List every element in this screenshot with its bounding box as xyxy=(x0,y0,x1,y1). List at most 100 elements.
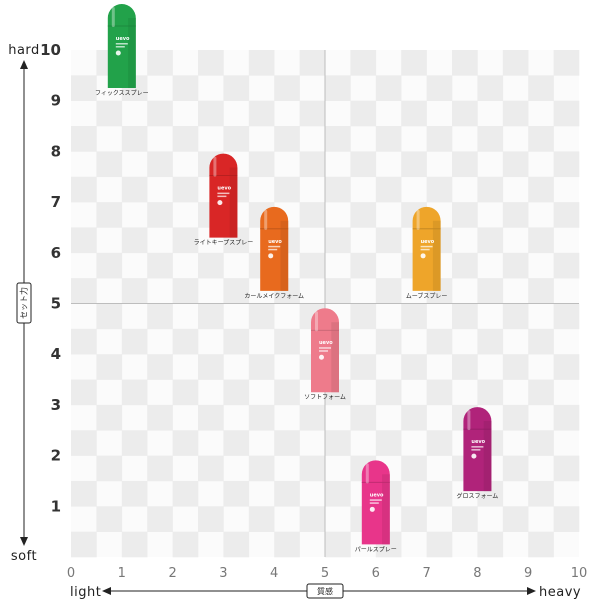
checker-cell xyxy=(147,404,173,431)
checker-cell xyxy=(96,202,123,228)
checker-cell xyxy=(274,75,300,101)
bottle-text-line xyxy=(115,43,128,45)
checker-cell xyxy=(223,278,250,304)
checker-cell xyxy=(502,506,529,532)
checker-cell xyxy=(375,379,402,406)
checker-cell xyxy=(477,75,504,101)
x-tick-label: 3 xyxy=(219,566,227,581)
checker-cell xyxy=(452,303,478,330)
checker-cell xyxy=(325,430,351,456)
checker-cell xyxy=(121,227,148,254)
checker-cell xyxy=(553,100,580,127)
checker-cell xyxy=(248,303,275,330)
checker-cell xyxy=(172,379,199,406)
checker-cell xyxy=(375,227,402,254)
checker-cell xyxy=(223,379,250,406)
checker-cell xyxy=(375,126,402,152)
checker-cell xyxy=(172,430,199,456)
product-label: ムーブスプレー xyxy=(406,292,448,300)
checker-cell xyxy=(274,531,300,558)
checker-cell xyxy=(147,50,173,76)
bottle-highlight xyxy=(365,463,369,484)
product-label: ソフトフォーム xyxy=(304,394,346,401)
checker-cell xyxy=(121,379,148,406)
checker-cell xyxy=(96,303,123,330)
checker-cell xyxy=(350,100,377,127)
bottle-text-line xyxy=(369,499,382,501)
checker-cell xyxy=(147,506,173,532)
checker-cell xyxy=(553,252,580,279)
bottle-text-line xyxy=(115,46,125,48)
x-tick-label: 1 xyxy=(118,566,126,581)
checker-cell xyxy=(223,480,250,507)
bottle-text-line xyxy=(268,248,278,251)
checker-cell xyxy=(553,303,580,330)
checker-cell xyxy=(528,227,554,254)
checker-cell xyxy=(502,151,529,178)
checker-cell xyxy=(274,328,300,355)
checker-cell xyxy=(528,126,554,152)
checker-cell xyxy=(452,252,478,279)
checker-cell xyxy=(426,430,453,456)
checker-cell xyxy=(502,354,529,380)
checker-cell xyxy=(147,455,173,482)
checker-cell xyxy=(198,455,224,482)
y-tick-label: 9 xyxy=(51,92,61,110)
y-axis-arrow-up-head xyxy=(20,60,28,69)
y-tick-label: 5 xyxy=(51,295,61,313)
checker-cell xyxy=(248,404,275,431)
checker-cell xyxy=(172,227,199,254)
checker-cell xyxy=(274,176,300,203)
checker-cell xyxy=(121,328,148,355)
product-points: uevo フィックススプレー uevo ライトキープスプレー uevo カールメイクフォー… xyxy=(95,4,498,553)
bottle-logo-icon xyxy=(420,253,426,259)
checker-cell xyxy=(274,430,300,456)
y-tick-label: 3 xyxy=(51,396,61,414)
checker-cell xyxy=(553,404,580,431)
x-tick-label: 7 xyxy=(422,566,430,581)
checker-cell xyxy=(350,252,377,279)
bottle-brand-text: uevo xyxy=(319,340,333,346)
x-axis-heavy-label: heavy xyxy=(539,585,581,600)
checker-cell xyxy=(71,126,97,152)
checker-cell xyxy=(477,328,504,355)
checker-cell xyxy=(477,278,504,304)
checker-cell xyxy=(426,75,453,101)
checker-cell xyxy=(325,480,351,507)
checker-cell xyxy=(528,379,554,406)
checker-cell xyxy=(71,531,97,558)
checker-cell xyxy=(375,278,402,304)
bottle-text-line xyxy=(471,449,481,451)
bottle-brand-text: uevo xyxy=(116,36,130,42)
checker-cell xyxy=(350,404,377,431)
x-tick-label: 4 xyxy=(270,566,278,581)
y-tick-label: 8 xyxy=(51,142,61,160)
checker-cell xyxy=(299,506,326,532)
checker-cell xyxy=(71,480,97,507)
bottle-logo-icon xyxy=(217,200,223,206)
checker-cell xyxy=(401,404,427,431)
bottle-brand-text: uevo xyxy=(421,239,435,245)
checker-cell xyxy=(223,328,250,355)
checker-cell xyxy=(325,176,351,203)
bottle-shade xyxy=(128,18,136,89)
bottle-highlight xyxy=(213,156,217,177)
checker-cell xyxy=(121,480,148,507)
checker-cell xyxy=(96,404,123,431)
product-label: フィックススプレー xyxy=(95,90,149,97)
checker-cell xyxy=(477,379,504,406)
checker-cell xyxy=(502,50,529,76)
checker-cell xyxy=(528,75,554,101)
checker-cell xyxy=(325,278,351,304)
checker-cell xyxy=(299,455,326,482)
checker-cell xyxy=(528,278,554,304)
checker-cell xyxy=(401,455,427,482)
product-label: パールスプレー xyxy=(355,546,397,553)
checker-cell xyxy=(401,100,427,127)
x-tick-label: 2 xyxy=(168,566,176,581)
product-label: ライトキープスプレー xyxy=(194,240,254,247)
checker-cell xyxy=(96,151,123,178)
checker-cell xyxy=(401,506,427,532)
checker-cell xyxy=(502,404,529,431)
